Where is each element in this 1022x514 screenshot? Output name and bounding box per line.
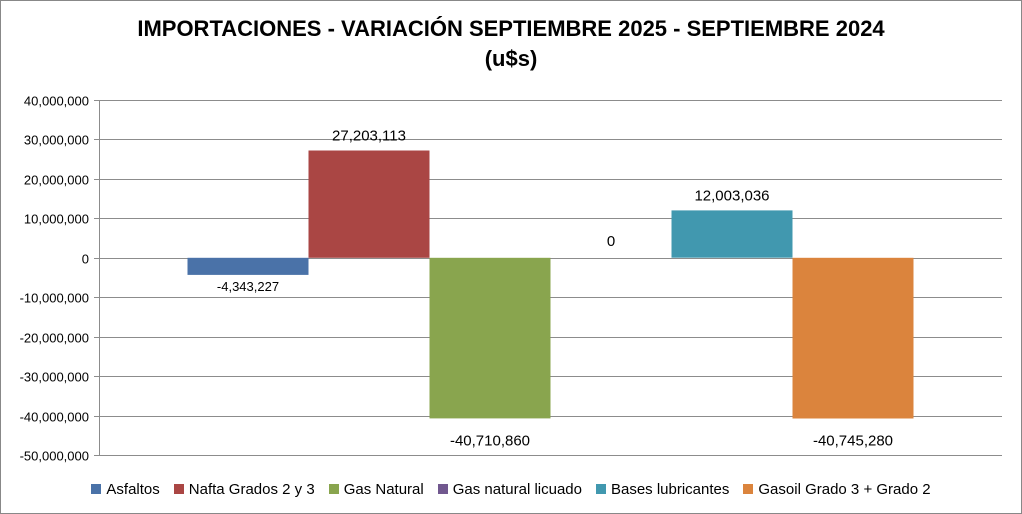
- legend-item: Gas Natural: [328, 480, 424, 498]
- legend-label: Nafta Grados 2 y 3: [188, 480, 315, 498]
- bar: [187, 257, 309, 275]
- legend-label: Gas natural licuado: [452, 480, 582, 498]
- bar: [308, 150, 430, 258]
- y-tick-label: 30,000,000: [24, 133, 89, 148]
- legend-item: Gasoil Grado 3 + Grado 2: [743, 480, 931, 498]
- y-tick-label: 0: [82, 252, 89, 267]
- legend-swatch: [91, 484, 102, 494]
- legend-label: Gas Natural: [343, 480, 424, 498]
- legend-item: Gas natural licuado: [437, 480, 582, 498]
- legend-swatch: [437, 484, 448, 494]
- chart-title-line-1: IMPORTACIONES - VARIACIÓN SEPTIEMBRE 202…: [137, 16, 885, 41]
- data-label: -40,710,860: [450, 432, 530, 449]
- y-tick-label: 40,000,000: [24, 94, 89, 109]
- legend-label: Bases lubricantes: [610, 480, 730, 498]
- y-tick-label: 20,000,000: [24, 173, 89, 188]
- y-tick-label: -30,000,000: [20, 370, 89, 385]
- legend-item: Bases lubricantes: [595, 480, 730, 498]
- data-label: 27,203,113: [332, 128, 406, 145]
- y-tick-label: -20,000,000: [20, 331, 89, 346]
- data-label: 12,003,036: [694, 187, 769, 204]
- legend-label: Gasoil Grado 3 + Grado 2: [758, 480, 931, 498]
- bar: [671, 210, 793, 258]
- legend-swatch: [173, 484, 184, 494]
- bar: [429, 257, 551, 419]
- data-label: -4,343,227: [217, 279, 279, 294]
- y-tick-label: -40,000,000: [20, 410, 89, 425]
- chart-title: IMPORTACIONES - VARIACIÓN SEPTIEMBRE 202…: [0, 14, 1022, 74]
- chart-title-line-2: (u$s): [484, 46, 538, 71]
- legend-item: Asfaltos: [91, 480, 160, 498]
- legend: Asfaltos Nafta Grados 2 y 3 Gas Natural Gas…: [0, 478, 1022, 500]
- y-tick-label: -10,000,000: [20, 291, 89, 306]
- data-label: -40,745,280: [813, 433, 893, 450]
- legend-swatch: [328, 484, 339, 494]
- data-label: 0: [607, 233, 615, 250]
- legend-label: Asfaltos: [106, 480, 160, 498]
- bar: [792, 257, 914, 419]
- y-tick-label: 10,000,000: [24, 212, 89, 227]
- legend-swatch: [743, 484, 754, 494]
- legend-swatch: [595, 484, 606, 494]
- y-tick-label: -50,000,000: [20, 449, 89, 464]
- legend-item: Nafta Grados 2 y 3: [173, 480, 315, 498]
